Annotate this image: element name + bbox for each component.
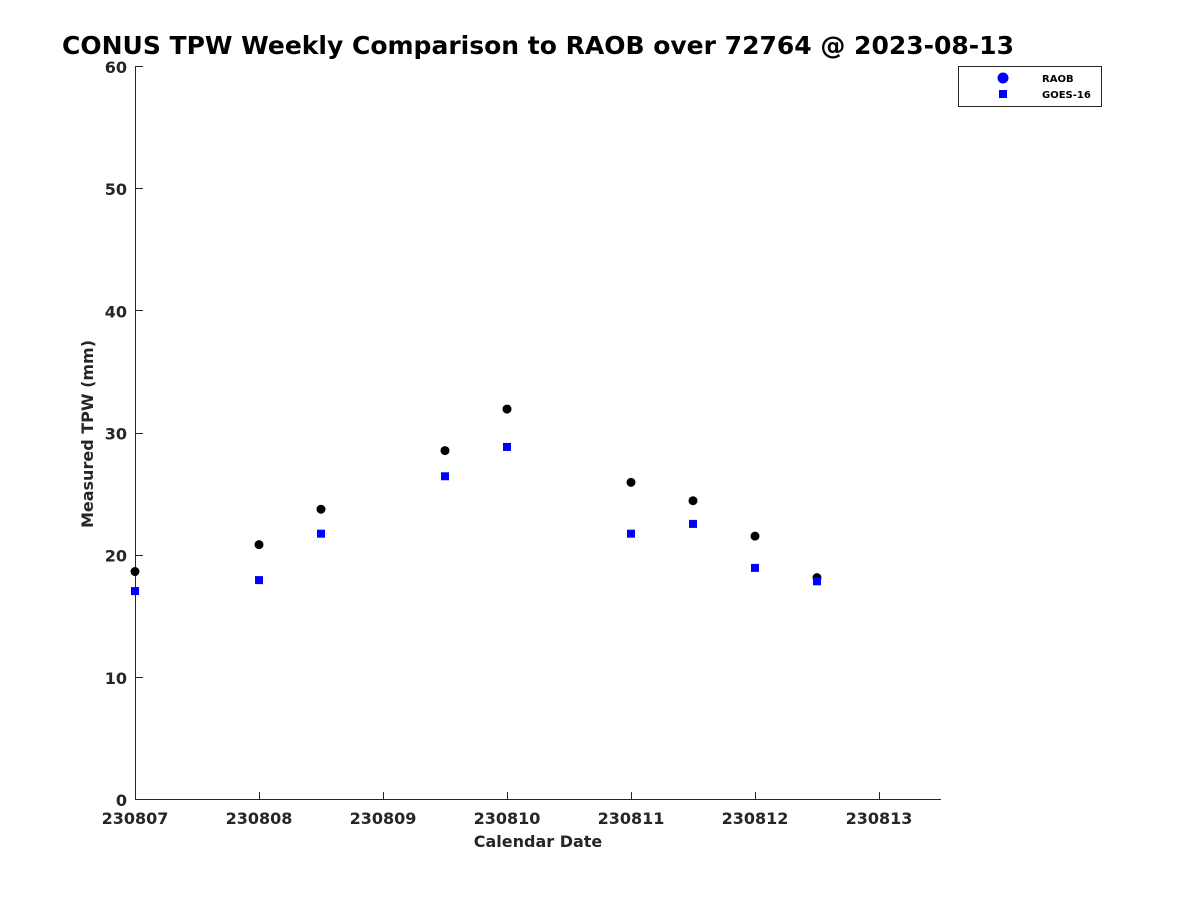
y-tick-label: 30 — [105, 425, 127, 444]
raob-point — [750, 531, 760, 541]
y-axis-label: Measured TPW (mm) — [78, 340, 97, 528]
legend-goes16-label: GOES-16 — [1042, 90, 1091, 101]
legend-box — [958, 66, 1102, 107]
x-tick-label: 230810 — [474, 809, 541, 828]
raob-point — [316, 504, 326, 514]
goes16-point — [317, 529, 325, 538]
raob-point — [502, 404, 512, 414]
raob-point — [440, 446, 450, 456]
raob-point — [626, 477, 636, 487]
chart-title: CONUS TPW Weekly Comparison to RAOB over… — [62, 31, 1014, 60]
x-tick-label: 230809 — [350, 809, 417, 828]
goes16-point — [627, 529, 635, 538]
goes16-point — [441, 472, 449, 481]
y-tick-label: 60 — [105, 58, 127, 77]
x-tick-label: 230808 — [226, 809, 293, 828]
y-tick-label: 10 — [105, 669, 127, 688]
x-axis-label: Calendar Date — [474, 832, 603, 851]
raob-point — [130, 567, 140, 577]
legend-goes16-marker — [999, 90, 1007, 98]
legend-raob-label: RAOB — [1042, 74, 1074, 85]
goes16-point — [751, 563, 759, 572]
y-tick-label: 40 — [105, 302, 127, 321]
x-tick-label: 230807 — [102, 809, 169, 828]
goes16-point — [503, 442, 511, 451]
y-tick-label: 50 — [105, 180, 127, 199]
legend-raob-marker — [997, 72, 1009, 84]
goes16-point — [689, 519, 697, 528]
x-tick-label: 230813 — [846, 809, 913, 828]
goes16-point — [813, 577, 821, 586]
raob-point — [254, 540, 264, 550]
data-points — [130, 404, 822, 596]
raob-point — [688, 496, 698, 506]
y-tick-label: 20 — [105, 547, 127, 566]
goes16-point — [255, 576, 263, 585]
goes16-point — [131, 587, 139, 596]
x-axis-ticks: 230807 230808 230809 230810 230811 230812 2308… — [102, 792, 913, 828]
y-tick-label: 0 — [116, 791, 127, 810]
y-axis-ticks: 0 10 20 30 40 50 60 — [105, 58, 143, 810]
x-tick-label: 230812 — [722, 809, 789, 828]
legend: RAOB GOES-16 — [958, 66, 1102, 107]
x-tick-label: 230811 — [598, 809, 665, 828]
